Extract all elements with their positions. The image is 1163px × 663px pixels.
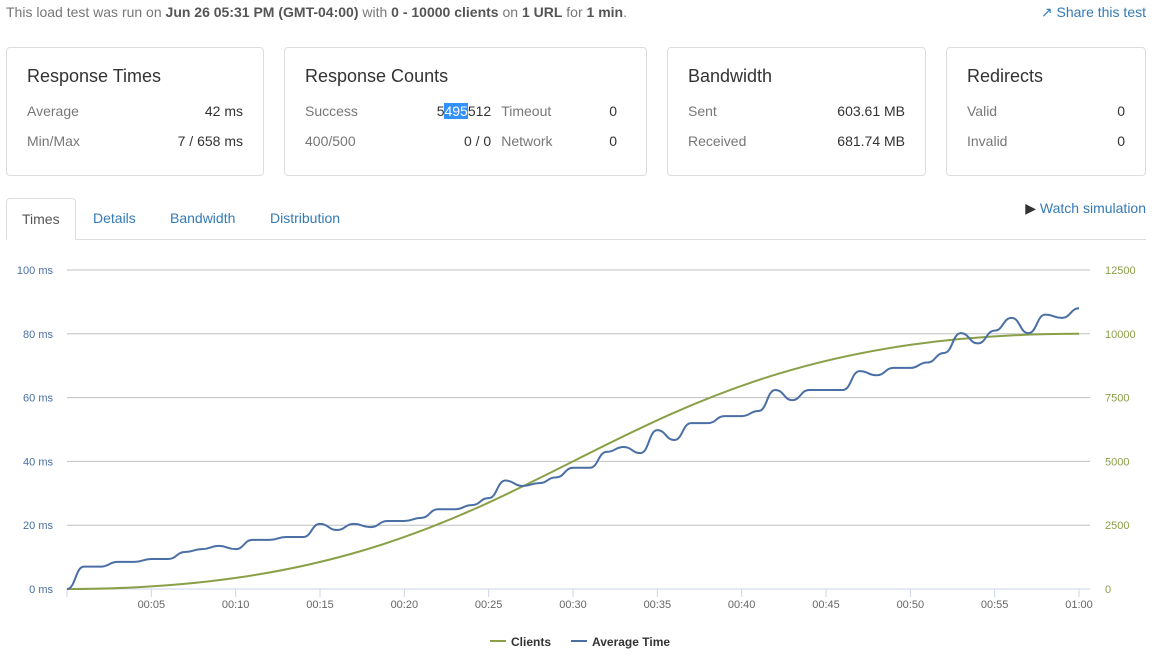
share-icon: ↗︎ <box>1040 4 1053 20</box>
x-tick-label: 00:40 <box>728 599 756 611</box>
response-times-card: Response Times Average 42 ms Min/Max 7 / 6… <box>6 47 264 176</box>
x-tick-label: 00:25 <box>475 599 503 611</box>
y-left-tick-label: 80 ms <box>23 329 53 341</box>
x-tick-label: 00:15 <box>306 599 334 611</box>
share-link[interactable]: ↗︎ Share this test <box>1040 4 1146 20</box>
tab-details[interactable]: Details <box>93 210 136 226</box>
average-value: 42 ms <box>204 103 243 119</box>
y-right-tick-label: 5000 <box>1105 456 1129 468</box>
y-right-tick-label: 10000 <box>1105 329 1136 341</box>
play-icon: ▶ <box>1025 200 1037 216</box>
y-left-tick-label: 60 ms <box>23 393 53 405</box>
y-right-tick-label: 0 <box>1105 584 1111 596</box>
series-line-average-time <box>66 307 1080 590</box>
x-tick-label: 00:30 <box>559 599 587 611</box>
tab-distribution[interactable]: Distribution <box>270 210 341 226</box>
bandwidth-card: Bandwidth Sent 603.61 MB Received 681.74 M… <box>667 47 926 176</box>
x-tick-label: 00:50 <box>897 599 925 611</box>
y-right-tick-label: 12500 <box>1105 265 1136 277</box>
tab-bandwidth[interactable]: Bandwidth <box>170 210 236 226</box>
series-line-clients <box>66 332 1080 590</box>
y-left-tick-label: 100 ms <box>17 265 54 277</box>
response-counts-card: Response Counts Success 5495512 Timeout 0 4… <box>284 47 647 176</box>
x-tick-label: 00:35 <box>644 599 672 611</box>
tab-times[interactable]: Times <box>6 198 76 240</box>
y-left-tick-label: 40 ms <box>23 456 53 468</box>
y-left-tick-label: 20 ms <box>23 520 53 532</box>
success-value: 5495512 <box>436 103 492 119</box>
legend-item: Clients <box>511 635 551 649</box>
y-right-tick-label: 7500 <box>1105 393 1129 405</box>
legend-item: Average Time <box>592 635 670 649</box>
y-right-tick-label: 2500 <box>1105 520 1129 532</box>
tab-bar: Times Details Bandwidth Distribution <box>6 198 1146 240</box>
x-tick-label: 00:20 <box>391 599 419 611</box>
test-summary: This load test was run on Jun 26 05:31 P… <box>6 4 627 20</box>
watch-simulation-link[interactable]: ▶ Watch simulation <box>1025 200 1146 216</box>
y-left-tick-label: 0 ms <box>29 584 53 596</box>
minmax-value: 7 / 658 ms <box>177 133 243 149</box>
x-tick-label: 01:00 <box>1065 599 1093 611</box>
redirects-card: Redirects Valid 0 Invalid 0 <box>946 47 1146 176</box>
x-tick-label: 00:10 <box>222 599 250 611</box>
x-tick-label: 00:45 <box>812 599 840 611</box>
x-tick-label: 00:55 <box>981 599 1009 611</box>
x-tick-label: 00:05 <box>138 599 166 611</box>
